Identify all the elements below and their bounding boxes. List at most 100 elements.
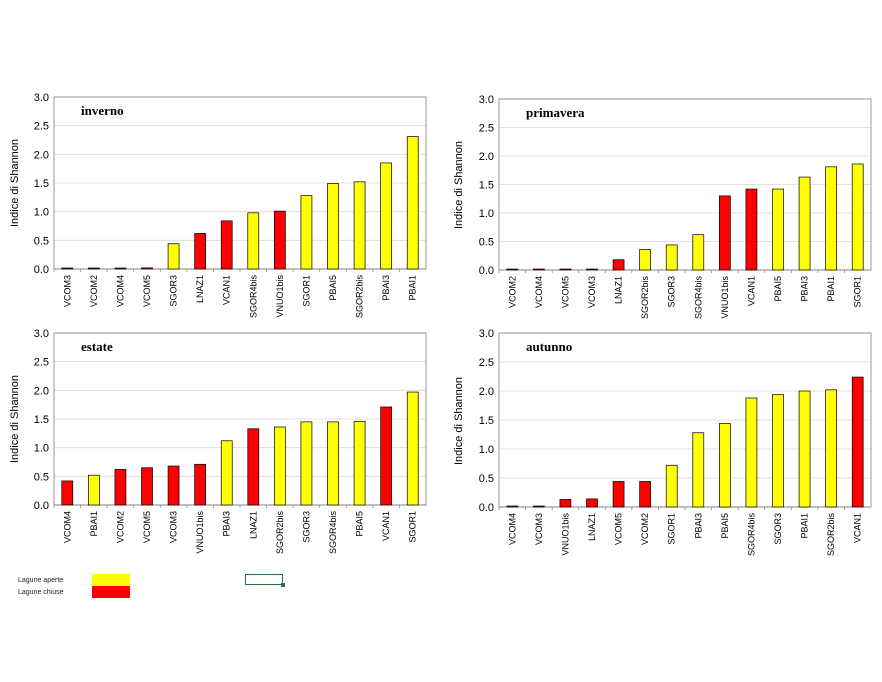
x-tick-label: SGOR2bis [640, 276, 650, 320]
x-tick-label: VCAN1 [222, 275, 232, 305]
y-tick-label: 1.0 [34, 207, 49, 219]
x-tick-label: PBAI1 [89, 511, 99, 537]
x-tick-label: VCOM3 [534, 513, 544, 545]
x-tick-label: PBAI3 [800, 276, 810, 302]
y-tick-label: 0.0 [479, 265, 494, 277]
x-tick-label: VCOM3 [587, 276, 597, 308]
y-tick-label: 3.0 [34, 92, 49, 104]
x-tick-label: VCOM3 [62, 275, 72, 307]
bar-LNAZ1 [612, 259, 625, 271]
fill-handle[interactable] [281, 583, 285, 587]
bar-VCOM2 [639, 481, 651, 508]
y-tick-label: 1.5 [34, 178, 49, 190]
x-tick-label: VCAN1 [381, 511, 391, 541]
bar-SGOR2bis [825, 389, 837, 508]
bar-SGOR4bis [745, 397, 758, 508]
y-tick-label: 1.0 [34, 443, 49, 455]
y-axis-label: Indice di Shannon [9, 375, 21, 463]
selected-cell[interactable] [245, 574, 285, 587]
x-tick-label: PBAI5 [773, 276, 783, 302]
y-tick-label: 3.0 [479, 94, 494, 106]
bar-VNUO1bis [559, 499, 572, 508]
x-tick-label: VNUO1bis [275, 275, 285, 318]
x-tick-label: VNUO1bis [720, 276, 730, 319]
bar-SGOR4bis [247, 212, 260, 270]
bar-SGOR4bis [327, 421, 339, 506]
x-tick-label: VCOM3 [169, 511, 179, 543]
x-tick-label: SGOR3 [773, 513, 783, 545]
x-tick-label: VCOM2 [89, 275, 99, 307]
chart-inverno: 0.0 0.5 1.0 1.5 2.0 2.5 3.0 VCOM3 VCOM2 VCOM4 VCOM… [9, 92, 427, 319]
x-tick-label: PBAI3 [693, 513, 703, 539]
x-tick-label: PBAI1 [800, 513, 810, 539]
y-tick-label: 1.5 [34, 414, 49, 426]
legend-swatch-aperte [92, 574, 130, 586]
bar-SGOR4bis [692, 234, 705, 271]
bar-VNUO1bis [194, 463, 206, 506]
legend-label-aperte: Lagune aperte [18, 576, 64, 584]
y-tick-label: 1.5 [479, 415, 494, 427]
x-tick-label: SGOR2bis [355, 275, 365, 319]
y-axis-label: Indice di Shannon [453, 141, 465, 229]
legend-swatch-chiuse [92, 586, 130, 598]
chart-primavera: 0.0 0.5 1.0 1.5 2.0 2.5 3.0 VCOM2 VCOM4 VCOM5 VCOM… [453, 94, 872, 320]
x-tick-label: PBAI5 [328, 275, 338, 301]
y-tick-label: 2.5 [34, 121, 49, 133]
bar-PBAI5 [327, 183, 339, 270]
bar-VCOM4 [61, 480, 74, 506]
y-tick-label: 2.0 [479, 151, 494, 163]
chart-title: autunno [526, 339, 572, 354]
y-tick-label: 2.0 [34, 149, 49, 161]
bar-LNAZ1 [194, 233, 206, 270]
chart-title: primavera [526, 105, 585, 120]
bar-PBAI1 [406, 136, 419, 270]
x-tick-label: SGOR2bis [826, 513, 836, 557]
bar-VCOM5 [612, 481, 625, 508]
bar-VCOM3 [533, 505, 545, 508]
x-tick-label: VCOM5 [142, 511, 152, 543]
x-tick-label: LNAZ1 [195, 275, 205, 303]
bar-PBAI1 [798, 390, 811, 508]
bar-VCAN1 [851, 376, 864, 508]
y-tick-label: 2.5 [34, 357, 49, 369]
bar-PBAI5 [353, 420, 366, 506]
bar-VCAN1 [380, 406, 392, 506]
bar-SGOR3 [167, 243, 180, 270]
y-tick-label: 2.0 [34, 385, 49, 397]
y-tick-label: 0.5 [34, 471, 49, 483]
legend-item-aperte: Lagune aperte [18, 574, 130, 586]
x-tick-label: VCOM2 [640, 513, 650, 545]
x-tick-label: SGOR1 [853, 276, 863, 308]
bar-PBAI3 [220, 440, 233, 506]
y-tick-label: 3.0 [479, 328, 494, 340]
y-tick-label: 3.0 [34, 328, 49, 340]
y-tick-label: 0.0 [34, 500, 49, 512]
x-tick-label: SGOR4bis [328, 511, 338, 555]
x-tick-label: VNUO1bis [560, 513, 570, 556]
x-tick-label: VCOM2 [115, 511, 125, 543]
y-tick-label: 0.0 [34, 264, 49, 276]
x-tick-label: PBAI1 [408, 275, 418, 301]
bar-PBAI1 [88, 474, 100, 506]
y-tick-label: 0.5 [479, 237, 494, 249]
bar-VCOM4 [114, 267, 127, 270]
legend: Lagune aperte Lagune chiuse [18, 574, 130, 598]
bar-VCOM5 [559, 268, 572, 271]
x-tick-label: LNAZ1 [587, 513, 597, 541]
y-tick-label: 0.0 [479, 502, 494, 514]
x-tick-label: VNUO1bis [195, 511, 205, 554]
x-tick-label: VCOM5 [142, 275, 152, 307]
x-tick-label: SGOR4bis [746, 513, 756, 557]
y-tick-label: 1.0 [479, 444, 494, 456]
bar-VNUO1bis [719, 195, 731, 271]
bar-VCOM5 [141, 267, 153, 270]
bar-VCOM5 [141, 467, 153, 506]
bar-SGOR2bis [274, 426, 286, 506]
legend-item-chiuse: Lagune chiuse [18, 586, 130, 598]
y-tick-label: 2.5 [479, 357, 494, 369]
x-tick-label: VCAN1 [746, 276, 756, 306]
bar-SGOR1 [406, 391, 419, 506]
chart-title: inverno [81, 103, 124, 118]
bar-PBAI5 [772, 188, 784, 271]
